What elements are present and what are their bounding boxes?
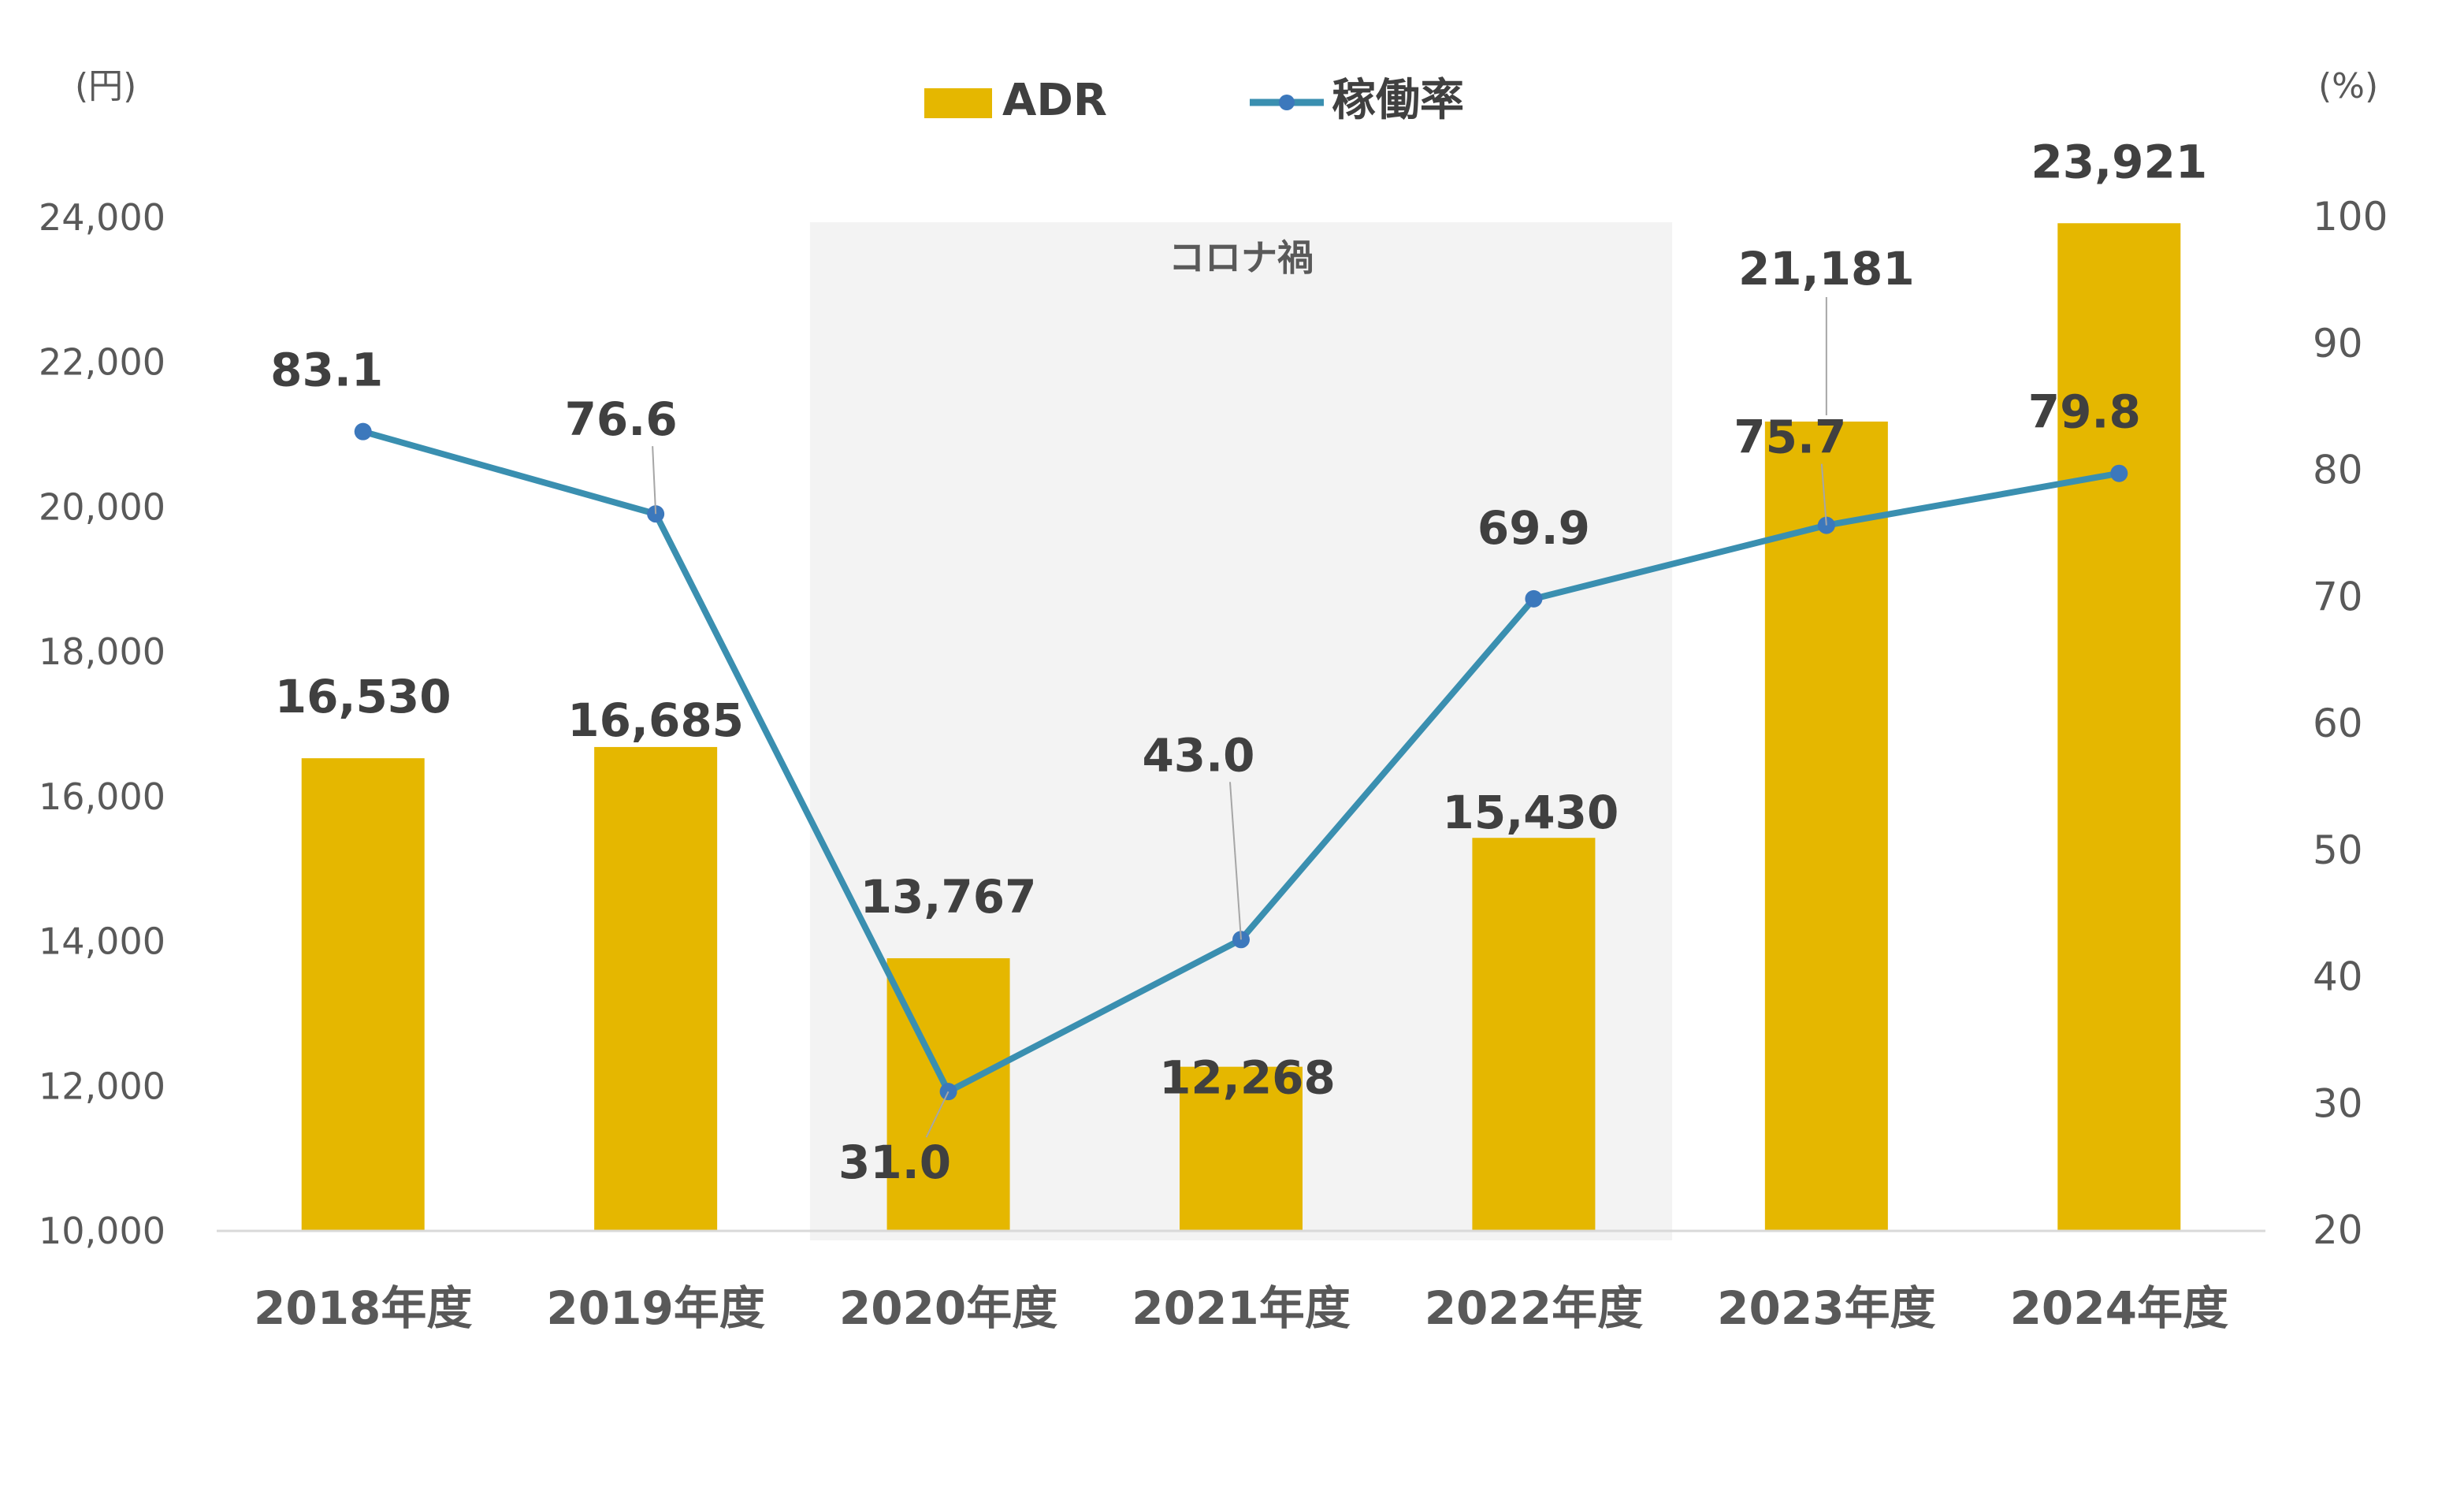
line-data-label: 31.0	[838, 1136, 951, 1189]
bar-adr	[594, 746, 718, 1231]
right-axis-tick-label: 30	[2313, 1080, 2363, 1126]
bar-data-label: 16,530	[275, 670, 452, 723]
left-axis-tick-label: 24,000	[39, 196, 165, 239]
bar-data-label: 12,268	[1159, 1051, 1336, 1105]
line-data-label: 76.6	[565, 392, 678, 446]
line-point-occupancy	[2110, 464, 2128, 482]
line-data-label: 69.9	[1477, 501, 1590, 555]
bar-adr	[2057, 223, 2181, 1231]
data-label-leader	[925, 1091, 950, 1138]
legend-label-occupancy: 稼働率	[1332, 75, 1464, 126]
right-axis-tick-label: 50	[2313, 827, 2363, 873]
category-label: 2023年度	[1717, 1281, 1935, 1335]
category-label: 2018年度	[254, 1281, 472, 1335]
right-axis-tick-label: 20	[2313, 1207, 2363, 1253]
left-axis-tick-label: 10,000	[39, 1210, 165, 1252]
bar-data-label: 16,685	[567, 693, 744, 747]
bar-adr	[1180, 1066, 1303, 1231]
data-label-leader	[1820, 463, 1827, 526]
legend-marker-occupancy	[1279, 95, 1295, 110]
line-data-label: 83.1	[270, 344, 383, 397]
right-axis-tick-label: 70	[2313, 574, 2363, 619]
category-label: 2024年度	[2010, 1281, 2228, 1335]
line-point-occupancy	[354, 422, 372, 441]
legend-swatch-adr	[924, 88, 992, 118]
right-axis-tick-label: 80	[2313, 448, 2363, 493]
category-label: 2021年度	[1132, 1281, 1350, 1335]
line-data-label: 79.8	[2028, 385, 2141, 439]
right-axis-tick-label: 40	[2313, 954, 2363, 1000]
right-axis-tick-label: 100	[2313, 194, 2388, 240]
legend: ADR 稼働率	[924, 75, 1464, 126]
bar-adr	[1472, 838, 1596, 1231]
category-label: 2019年度	[546, 1281, 764, 1335]
bar-data-label: 23,921	[2031, 135, 2207, 188]
data-label-leader	[652, 446, 657, 515]
line-data-label: 75.7	[1734, 411, 1846, 464]
left-axis-tick-label: 16,000	[39, 775, 165, 818]
left-axis-tick-label: 22,000	[39, 341, 165, 384]
left-axis-unit: (円)	[75, 66, 136, 106]
bar-data-label: 13,767	[860, 870, 1037, 924]
bar-adr	[1764, 421, 1888, 1231]
left-axis-tick-label: 14,000	[39, 920, 165, 963]
category-label: 2022年度	[1425, 1281, 1643, 1335]
legend-label-adr: ADR	[1002, 75, 1107, 126]
left-axis-tick-label: 18,000	[39, 630, 165, 673]
bar-data-label: 21,181	[1738, 242, 1915, 296]
bar-adr	[301, 758, 425, 1231]
line-point-occupancy	[1525, 589, 1543, 608]
shaded-region-label: コロナ禍	[1169, 236, 1314, 279]
left-axis-tick-label: 12,000	[39, 1065, 165, 1107]
category-label: 2020年度	[839, 1281, 1057, 1335]
line-data-label: 43.0	[1142, 728, 1254, 782]
left-axis-tick-label: 20,000	[39, 485, 165, 528]
right-axis-tick-label: 60	[2313, 701, 2363, 746]
right-axis-tick-label: 90	[2313, 321, 2363, 366]
right-axis-unit: (%)	[2318, 66, 2378, 106]
bar-data-label: 15,430	[1443, 786, 1619, 839]
data-label-leader	[1229, 782, 1242, 940]
